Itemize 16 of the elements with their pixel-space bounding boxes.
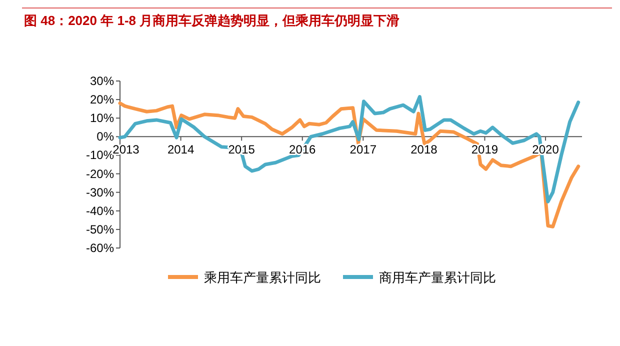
x-tick-label: 2014 — [167, 142, 194, 157]
y-tick-label: -60% — [86, 241, 114, 255]
x-tick-label: 2017 — [350, 142, 377, 157]
y-tick-label: -20% — [86, 166, 114, 181]
y-tick-label: -10% — [86, 148, 114, 162]
legend-label: 商用车产量累计同比 — [379, 270, 496, 285]
legend-label: 乘用车产量累计同比 — [204, 270, 321, 285]
y-tick-label: -30% — [86, 185, 114, 200]
y-tick-label: 30% — [90, 74, 114, 88]
chart-title: 图 48：2020 年 1-8 月商用车反弹趋势明显，但乘用车仍明显下滑 — [24, 13, 400, 28]
y-tick-label: 20% — [90, 92, 114, 107]
y-tick-label: -40% — [86, 204, 114, 218]
y-tick-label: 0% — [96, 130, 114, 144]
y-tick-label: -50% — [86, 222, 114, 236]
x-tick-label: 2018 — [410, 142, 438, 157]
y-tick-label: 10% — [90, 111, 114, 126]
